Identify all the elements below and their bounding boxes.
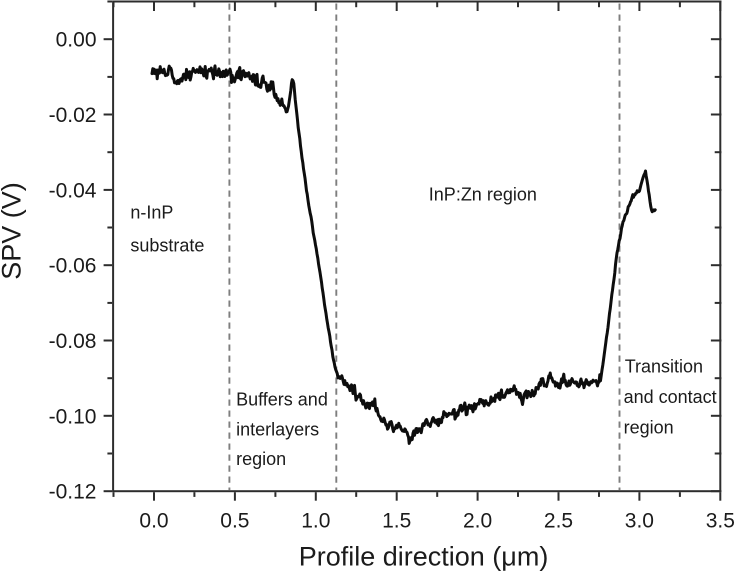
svg-text:Buffers and: Buffers and <box>236 390 328 410</box>
svg-text:and contact: and contact <box>624 387 717 407</box>
svg-text:1.0: 1.0 <box>301 510 330 533</box>
svg-text:2.5: 2.5 <box>544 510 573 533</box>
svg-text:region: region <box>236 449 286 469</box>
svg-text:0.00: 0.00 <box>56 29 97 52</box>
svg-text:InP:Zn region: InP:Zn region <box>429 185 537 205</box>
svg-text:SPV (V): SPV (V) <box>0 182 27 280</box>
svg-text:-0.04: -0.04 <box>49 179 97 202</box>
svg-text:3.0: 3.0 <box>625 510 654 533</box>
svg-text:substrate: substrate <box>130 236 204 256</box>
svg-text:Profile direction (μm): Profile direction (μm) <box>299 541 549 571</box>
svg-text:-0.10: -0.10 <box>49 405 97 428</box>
svg-text:1.5: 1.5 <box>382 510 411 533</box>
svg-text:-0.06: -0.06 <box>49 255 97 278</box>
svg-text:-0.02: -0.02 <box>49 104 97 127</box>
svg-text:2.0: 2.0 <box>463 510 492 533</box>
svg-text:Transition: Transition <box>625 357 703 377</box>
svg-text:-0.08: -0.08 <box>49 330 97 353</box>
svg-text:3.5: 3.5 <box>706 510 735 533</box>
svg-text:n-InP: n-InP <box>130 203 173 223</box>
svg-text:0.0: 0.0 <box>139 510 168 533</box>
svg-text:0.5: 0.5 <box>220 510 249 533</box>
svg-text:interlayers: interlayers <box>236 419 319 439</box>
svg-text:region: region <box>624 418 674 438</box>
svg-text:-0.12: -0.12 <box>49 481 97 504</box>
